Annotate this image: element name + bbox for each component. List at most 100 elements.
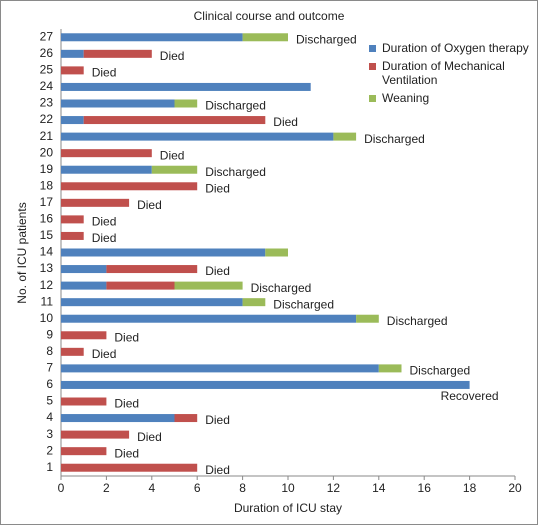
legend-swatch [369, 95, 376, 102]
y-tick-label: 4 [46, 410, 53, 424]
y-tick-label: 3 [46, 427, 53, 441]
x-tick-label: 8 [239, 481, 246, 495]
bar-segment [333, 132, 357, 141]
bar-segment [83, 116, 266, 125]
y-tick-label: 8 [46, 344, 53, 358]
outcome-label: Died [205, 413, 230, 427]
y-tick-label: 24 [40, 79, 54, 93]
x-tick-label: 12 [327, 481, 341, 495]
outcome-label: Died [114, 446, 139, 460]
outcome-label: Recovered [441, 389, 499, 403]
bar-segment [356, 314, 379, 323]
bar-segment [61, 82, 311, 91]
bar-segment [61, 430, 130, 439]
y-tick-label: 2 [46, 443, 53, 457]
bar-segment [265, 248, 288, 257]
y-tick-label: 5 [46, 394, 53, 408]
bar-segment [61, 182, 198, 191]
bar-segment [174, 281, 243, 290]
bar-segment [61, 331, 107, 340]
bar-segment [61, 380, 470, 389]
y-tick-label: 1 [46, 460, 53, 474]
y-tick-label: 13 [40, 261, 54, 275]
bar-segment [61, 298, 243, 307]
bar-segment [61, 198, 130, 207]
legend-label: Weaning [382, 91, 430, 105]
outcome-label: Died [92, 347, 117, 361]
x-axis-label: Duration of ICU stay [234, 501, 342, 515]
outcome-label: Died [205, 463, 230, 477]
bar-segment [106, 281, 175, 290]
legend-label: Duration of Oxygen therapy [382, 41, 529, 55]
bar-segment [242, 33, 288, 42]
outcome-label: Discharged [251, 281, 312, 295]
bar-segment [174, 99, 198, 108]
outcome-label: Discharged [296, 32, 357, 46]
bar-segment [61, 347, 84, 356]
bar-segment [61, 149, 152, 158]
bar-segment [61, 414, 175, 423]
bar-segment [61, 265, 107, 274]
outcome-label: Discharged [205, 99, 266, 113]
y-tick-label: 16 [40, 212, 54, 226]
bar-segment [378, 364, 402, 373]
outcome-label: Discharged [273, 297, 334, 311]
bar-segment [61, 314, 357, 323]
outcome-label: Discharged [410, 364, 471, 378]
y-tick-label: 20 [40, 145, 54, 159]
bar-segment [151, 165, 198, 174]
bar-segment [106, 265, 198, 274]
x-tick-label: 4 [148, 481, 155, 495]
legend: Duration of Oxygen therapy Duration of Me… [369, 41, 529, 109]
bar-segment [61, 116, 84, 125]
outcome-label: Died [92, 231, 117, 245]
bar-segment [61, 231, 84, 240]
bar-segment [61, 66, 84, 75]
outcome-label: Died [273, 115, 298, 129]
legend-label: Duration of Mechanical Ventilation [382, 59, 505, 87]
bar-segment [61, 165, 152, 174]
y-tick-label: 23 [40, 96, 54, 110]
outcome-label: Died [114, 397, 139, 411]
y-tick-label: 25 [40, 63, 54, 77]
y-tick-label: 18 [40, 178, 54, 192]
bar-segment [61, 397, 107, 406]
y-axis-label: No. of ICU patients [15, 202, 29, 303]
bar-segment [61, 99, 175, 108]
y-tick-label: 14 [40, 245, 54, 259]
outcome-label: Died [92, 66, 117, 80]
legend-swatch [369, 63, 376, 70]
x-tick-label: 6 [194, 481, 201, 495]
outcome-label: Died [137, 198, 162, 212]
x-tick-label: 18 [463, 481, 477, 495]
outcome-label: Died [92, 215, 117, 229]
bar-segment [61, 49, 84, 58]
y-tick-label: 12 [40, 278, 54, 292]
bar-segment [61, 33, 243, 42]
outcome-label: Discharged [364, 132, 425, 146]
bar-segment [61, 281, 107, 290]
outcome-label: Died [160, 49, 185, 63]
y-tick-label: 19 [40, 162, 54, 176]
bar-segment [61, 132, 334, 141]
outcome-label: Died [160, 148, 185, 162]
x-tick-label: 16 [418, 481, 432, 495]
x-tick-label: 10 [281, 481, 295, 495]
bar-segment [83, 49, 152, 58]
bar-segment [61, 215, 84, 224]
legend-item: Duration of Mechanical Ventilation [369, 59, 529, 87]
y-tick-label: 9 [46, 327, 53, 341]
outcome-label: Died [114, 330, 139, 344]
bar-segment [61, 364, 379, 373]
outcome-label: Discharged [205, 165, 266, 179]
bar-segment [61, 248, 266, 257]
y-tick-label: 21 [40, 129, 54, 143]
y-tick-label: 22 [40, 112, 54, 126]
legend-swatch [369, 45, 376, 52]
x-tick-label: 20 [508, 481, 522, 495]
legend-item: Duration of Oxygen therapy [369, 41, 529, 55]
x-tick-label: 0 [58, 481, 65, 495]
y-tick-label: 27 [40, 29, 54, 43]
